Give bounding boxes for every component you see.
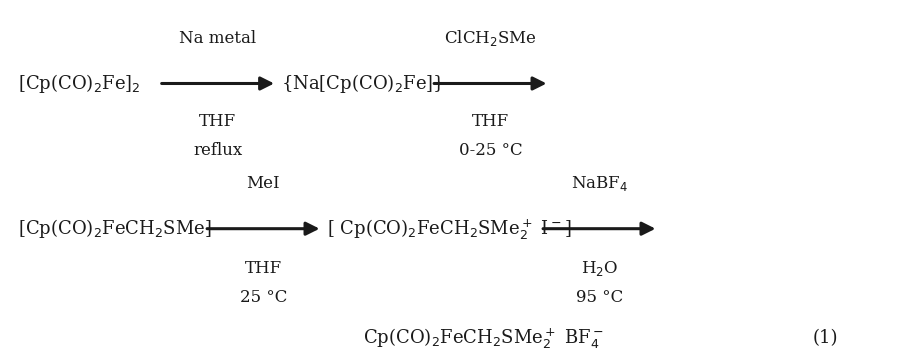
Text: THF: THF: [244, 260, 282, 277]
Text: [ Cp(CO)$_2$FeCH$_2$SMe$_2^+$ I$^-$]: [ Cp(CO)$_2$FeCH$_2$SMe$_2^+$ I$^-$]: [327, 217, 571, 241]
Text: [Cp(CO)$_2$Fe]$_2$: [Cp(CO)$_2$Fe]$_2$: [18, 72, 141, 95]
Text: (1): (1): [813, 329, 838, 347]
Text: ClCH$_2$SMe: ClCH$_2$SMe: [444, 28, 537, 48]
Text: NaBF$_4$: NaBF$_4$: [571, 174, 627, 193]
Text: Na metal: Na metal: [180, 30, 256, 46]
Text: MeI: MeI: [246, 175, 281, 192]
Text: {Na[Cp(CO)$_2$Fe]}: {Na[Cp(CO)$_2$Fe]}: [281, 72, 444, 95]
Text: THF: THF: [199, 113, 237, 130]
Text: [Cp(CO)$_2$FeCH$_2$SMe]: [Cp(CO)$_2$FeCH$_2$SMe]: [18, 217, 212, 240]
Text: THF: THF: [471, 113, 509, 130]
Text: 95 °C: 95 °C: [576, 289, 623, 306]
Text: Cp(CO)$_2$FeCH$_2$SMe$_2^+$ BF$_4^-$: Cp(CO)$_2$FeCH$_2$SMe$_2^+$ BF$_4^-$: [363, 326, 604, 350]
Text: 0-25 °C: 0-25 °C: [459, 142, 522, 159]
Text: reflux: reflux: [193, 142, 242, 159]
Text: H$_2$O: H$_2$O: [581, 259, 617, 278]
Text: 25 °C: 25 °C: [240, 289, 287, 306]
